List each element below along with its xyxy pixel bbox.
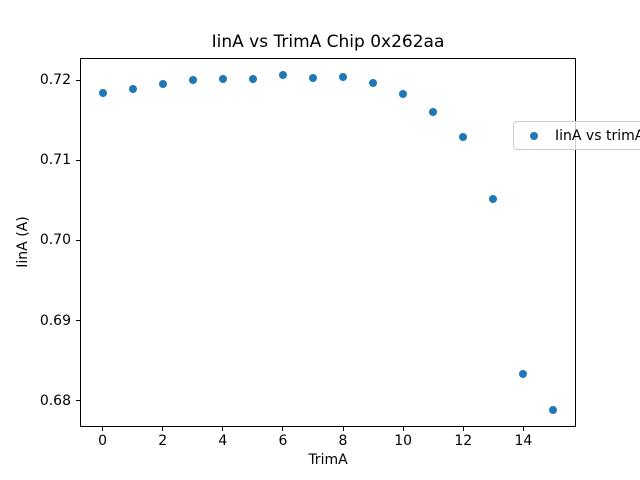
y-tick-label: 0.72 bbox=[39, 72, 71, 89]
legend-label: IinA vs trimA bbox=[555, 127, 640, 144]
plot-area: IinA vs trimA bbox=[80, 58, 640, 427]
scatter-point bbox=[459, 133, 468, 142]
y-tick-mark bbox=[76, 79, 80, 81]
x-axis-label: TrimA bbox=[308, 452, 348, 468]
x-tick-mark bbox=[162, 427, 164, 431]
scatter-point bbox=[188, 76, 197, 85]
x-tick-label: 4 bbox=[218, 433, 228, 449]
y-tick-label: 0.69 bbox=[39, 312, 71, 329]
legend-marker-icon bbox=[530, 131, 538, 140]
x-tick-mark bbox=[462, 427, 464, 431]
scatter-point bbox=[218, 74, 227, 83]
x-tick-mark bbox=[342, 427, 344, 431]
y-tick-label: 0.68 bbox=[39, 392, 71, 409]
scatter-point bbox=[429, 108, 438, 117]
y-tick-mark bbox=[76, 239, 80, 241]
x-tick-label: 6 bbox=[278, 433, 288, 449]
chart-title: IinA vs TrimA Chip 0x262aa bbox=[211, 32, 445, 52]
scatter-point bbox=[248, 74, 257, 83]
x-tick-label: 2 bbox=[158, 433, 168, 449]
scatter-point bbox=[519, 370, 528, 379]
scatter-point bbox=[278, 70, 287, 79]
y-tick-mark bbox=[76, 159, 80, 161]
y-tick-mark bbox=[76, 320, 80, 322]
y-tick-mark bbox=[76, 400, 80, 402]
x-tick-mark bbox=[282, 427, 284, 431]
x-tick-mark bbox=[522, 427, 524, 431]
scatter-point bbox=[369, 78, 378, 87]
scatter-point bbox=[128, 85, 137, 94]
x-tick-mark bbox=[222, 427, 224, 431]
x-tick-label: 12 bbox=[454, 433, 473, 449]
x-tick-label: 8 bbox=[338, 433, 348, 449]
scatter-point bbox=[489, 194, 498, 203]
scatter-point bbox=[98, 89, 107, 98]
y-tick-label: 0.70 bbox=[39, 232, 71, 249]
scatter-point bbox=[158, 80, 167, 89]
y-tick-label: 0.71 bbox=[39, 152, 71, 169]
x-tick-label: 10 bbox=[394, 433, 413, 449]
x-tick-mark bbox=[102, 427, 104, 431]
scatter-point bbox=[549, 406, 558, 415]
scatter-point bbox=[399, 90, 408, 99]
scatter-point bbox=[308, 74, 317, 82]
x-tick-mark bbox=[402, 427, 404, 431]
x-tick-label: 0 bbox=[98, 433, 107, 449]
scatter-point bbox=[339, 73, 348, 82]
x-tick-label: 14 bbox=[514, 433, 533, 449]
legend: IinA vs trimA bbox=[513, 121, 640, 150]
